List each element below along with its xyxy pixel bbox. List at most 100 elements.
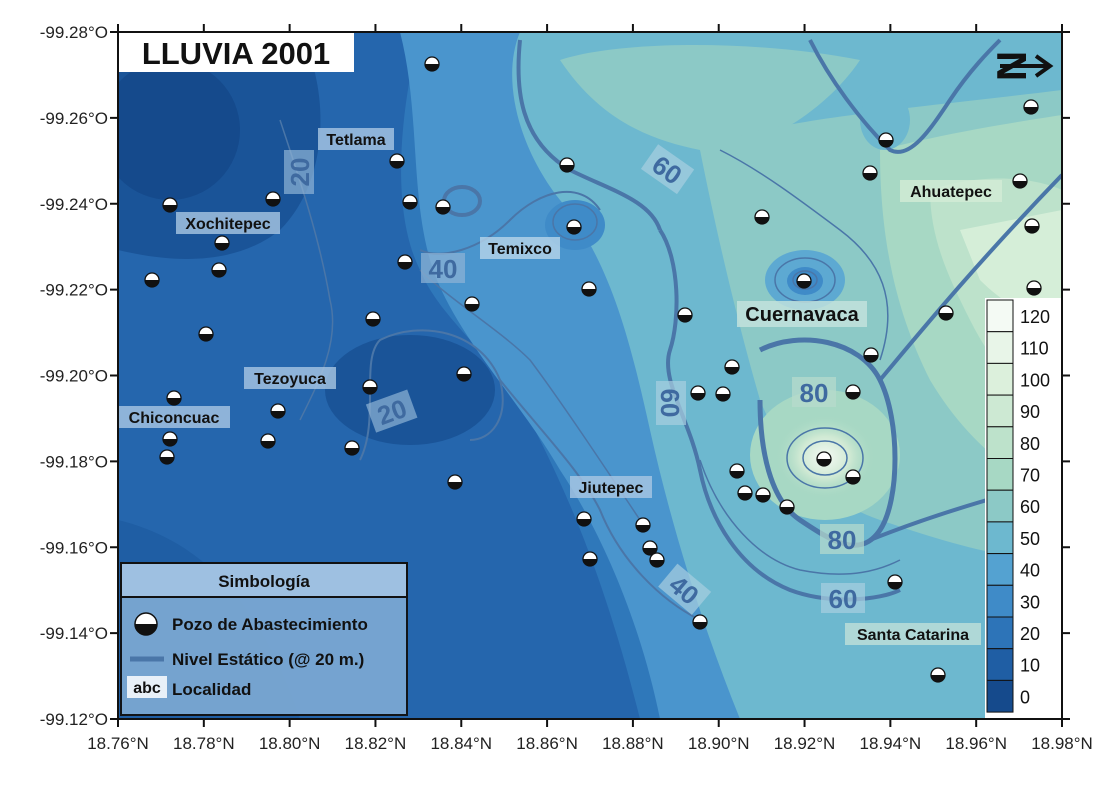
- colorbar-swatch: [986, 299, 1014, 333]
- colorbar-label: 30: [1020, 592, 1040, 612]
- colorbar-swatch: [986, 331, 1014, 364]
- x-tick-label: 18.88°N: [602, 734, 664, 753]
- contour-label: 60: [655, 389, 685, 418]
- contour-line: [552, 203, 598, 241]
- colorbar-swatch: [986, 458, 1014, 491]
- locality-label: Ahuatepec: [910, 184, 992, 201]
- well-icon: [265, 191, 281, 207]
- well-icon: [1024, 218, 1040, 234]
- north-arrow-icon: N: [988, 51, 1054, 81]
- contour-line: [802, 440, 848, 476]
- well-icon: [559, 157, 575, 173]
- colorbar-swatch: [986, 362, 1014, 396]
- x-tick-label: 18.94°N: [860, 734, 922, 753]
- well-icon: [447, 474, 463, 490]
- well-icon: [365, 311, 381, 327]
- x-tick-label: 18.84°N: [430, 734, 492, 753]
- locality-label: Chiconcuac: [129, 410, 220, 427]
- locality-symbol: abc: [133, 680, 161, 697]
- locality-label: Tezoyuca: [254, 371, 326, 388]
- y-tick-label: -99.18°O: [40, 452, 108, 471]
- contour-label: 20: [285, 158, 315, 187]
- y-tick-label: -99.14°O: [40, 624, 108, 643]
- colorbar-label: 20: [1020, 624, 1040, 644]
- well-icon: [435, 199, 451, 215]
- y-tick-label: -99.26°O: [40, 109, 108, 128]
- colorbar-swatch: [986, 489, 1014, 523]
- y-tick-label: -99.12°O: [40, 710, 108, 729]
- well-icon: [456, 366, 472, 382]
- x-tick-label: 18.96°N: [945, 734, 1007, 753]
- well-icon: [1023, 99, 1039, 115]
- y-axis: -99.28°O -99.26°O -99.24°O -99.22°O -99.20°O…: [40, 23, 1070, 729]
- axes: -99.28°O -99.26°O -99.24°O -99.22°O -99.20°O…: [40, 23, 1093, 753]
- well-icon: [581, 281, 597, 297]
- colorbar-label: 120: [1020, 307, 1050, 327]
- well-symbol-icon: [134, 612, 158, 636]
- well-icon: [737, 485, 753, 501]
- colorbar-swatch: [986, 553, 1014, 586]
- legend-title: Simbología: [218, 572, 310, 591]
- well-icon: [344, 440, 360, 456]
- well-icon: [260, 433, 276, 449]
- contour-line: [808, 38, 1002, 154]
- x-tick-label: 18.92°N: [774, 734, 836, 753]
- well-icon: [159, 449, 175, 465]
- well-icon: [755, 487, 771, 503]
- well-icon: [796, 273, 812, 289]
- locality-label: Jiutepec: [579, 480, 644, 497]
- well-icon: [1026, 280, 1042, 296]
- colorbar-swatch: [986, 584, 1014, 618]
- well-icon: [424, 56, 440, 72]
- contour-line: [757, 337, 898, 548]
- contour-line: [699, 459, 901, 575]
- well-icon: [166, 390, 182, 406]
- well-icon: [863, 347, 879, 363]
- colorbar-swatch: [986, 394, 1014, 428]
- well-icon: [845, 384, 861, 400]
- well-icon: [270, 403, 286, 419]
- contour-label: 60: [829, 584, 858, 614]
- contour-line: [719, 149, 889, 361]
- contour-label: 40: [429, 254, 458, 284]
- well-icon: [397, 254, 413, 270]
- colorbar-label: 10: [1020, 656, 1040, 676]
- locality-label: Santa Catarina: [857, 627, 969, 644]
- well-icon: [576, 511, 592, 527]
- well-icon: [845, 469, 861, 485]
- well-icon: [144, 272, 160, 288]
- y-tick-label: -99.16°O: [40, 538, 108, 557]
- well-icon: [878, 132, 894, 148]
- contour-label: 80: [828, 525, 857, 555]
- x-tick-label: 18.86°N: [516, 734, 578, 753]
- well-icon: [930, 667, 946, 683]
- colorbar-swatch: [986, 521, 1014, 555]
- well-icon: [862, 165, 878, 181]
- x-tick-label: 18.82°N: [345, 734, 407, 753]
- colorbar-label: 60: [1020, 497, 1040, 517]
- well-icon: [1012, 173, 1028, 189]
- legend-item-contour: Nivel Estático (@ 20 m.): [172, 650, 364, 669]
- y-tick-label: -99.24°O: [40, 195, 108, 214]
- contour-line: [658, 228, 901, 602]
- well-icon: [198, 326, 214, 342]
- well-icon: [715, 386, 731, 402]
- well-icon: [214, 235, 230, 251]
- y-tick-label: -99.20°O: [40, 367, 108, 386]
- locality-label: Tetlama: [326, 132, 385, 149]
- title-text: LLUVIA 2001: [142, 36, 330, 71]
- contour-line: [878, 173, 1062, 382]
- well-icon: [211, 262, 227, 278]
- colorbar-label: 40: [1020, 561, 1040, 581]
- colorbar-swatch: [986, 648, 1014, 681]
- well-icon: [729, 463, 745, 479]
- x-tick-label: 18.80°N: [259, 734, 321, 753]
- contour-line: [499, 379, 701, 621]
- y-tick-label: -99.22°O: [40, 281, 108, 300]
- colorbar-label: 50: [1020, 529, 1040, 549]
- well-icon: [566, 219, 582, 235]
- well-icon: [938, 305, 954, 321]
- x-axis: 18.76°N 18.78°N 18.80°N 18.82°N 18.84°N 18.86…: [87, 24, 1093, 753]
- well-markers: [144, 56, 1042, 683]
